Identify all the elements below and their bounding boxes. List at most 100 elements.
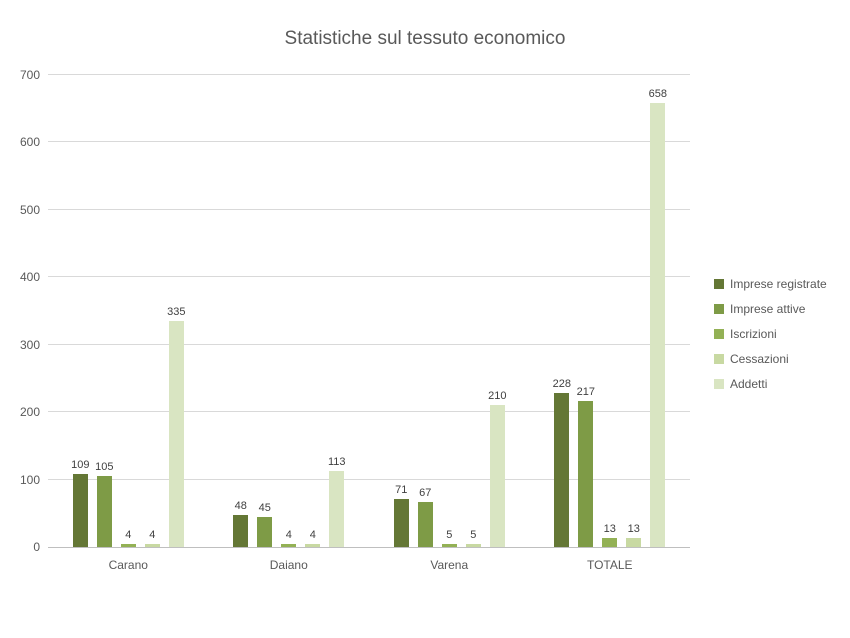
- bar-imprese-attive-varena: 67: [417, 75, 433, 547]
- gridline: [48, 276, 690, 278]
- bar-iscrizioni-daiano: 4: [281, 75, 297, 547]
- legend-item-cessazioni: Cessazioni: [714, 352, 827, 366]
- bar-value-label: 658: [648, 88, 667, 101]
- legend-item-imprese-registrate: Imprese registrate: [714, 277, 827, 291]
- bar: [96, 476, 112, 547]
- y-axis-tick-label: 600: [19, 135, 40, 150]
- legend-item-imprese-attive: Imprese attive: [714, 302, 827, 316]
- legend-swatch: [714, 279, 724, 289]
- bar: [329, 470, 345, 547]
- bar: [626, 538, 642, 547]
- bar: [72, 473, 88, 547]
- gridline: [48, 208, 690, 210]
- y-axis-tick-label: 0: [33, 540, 40, 554]
- bar-addetti-totale: 658: [648, 75, 667, 547]
- gridline: [48, 74, 690, 75]
- legend: Imprese registrate Imprese attive Iscrizio…: [714, 277, 827, 391]
- y-axis: 0 100 200 300 400 500 600 700: [0, 68, 40, 554]
- bar-addetti-carano: 335: [167, 75, 186, 547]
- chart-title: Statistiche sul tessuto economico: [284, 28, 566, 49]
- bar-imprese-attive-totale: 217: [576, 75, 595, 547]
- bar-imprese-attive-carano: 105: [95, 75, 114, 547]
- bar-value-label: 335: [167, 306, 186, 319]
- legend-swatch: [714, 379, 724, 389]
- bar-value-label: 217: [576, 385, 595, 398]
- bar: [281, 544, 297, 547]
- legend-item-addetti: Addetti: [714, 377, 827, 391]
- bar: [144, 544, 160, 547]
- bar-iscrizioni-varena: 5: [441, 75, 457, 547]
- y-axis-tick-label: 200: [19, 405, 40, 420]
- bar: [602, 538, 618, 547]
- bar-value-label: 71: [395, 484, 408, 497]
- bar-value-label: 13: [627, 523, 640, 536]
- x-axis-category-label: TOTALE: [586, 558, 633, 572]
- bar: [650, 103, 666, 547]
- bar-value-label: 5: [446, 528, 453, 541]
- bar: [393, 499, 409, 547]
- bar: [578, 400, 594, 547]
- bar-imprese-registrate-varena: 71: [393, 75, 409, 547]
- legend-label: Imprese attive: [730, 302, 806, 316]
- x-axis-category-label: Carano: [108, 558, 148, 572]
- legend-label: Cessazioni: [730, 352, 789, 366]
- y-axis-tick-label: 400: [19, 270, 40, 285]
- x-axis-category-label: Varena: [430, 558, 469, 572]
- bar-group-carano: 109 105 4 4 335: [48, 75, 209, 547]
- bar-imprese-registrate-totale: 228: [552, 75, 571, 547]
- bar-value-label: 48: [234, 499, 247, 512]
- bar-value-label: 4: [125, 529, 132, 542]
- bar-value-label: 67: [419, 486, 432, 499]
- bar-addetti-daiano: 113: [328, 75, 346, 547]
- bar: [168, 321, 184, 547]
- bar-iscrizioni-totale: 13: [602, 75, 618, 547]
- bar: [441, 543, 457, 547]
- gridline: [48, 411, 690, 413]
- gridline: [48, 478, 690, 480]
- bar: [257, 516, 273, 547]
- bar-groups: 109 105 4 4 335 48 45 4 4 113 71 67 5 5 210 228 217 13 13 6…: [48, 75, 690, 547]
- legend-label: Iscrizioni: [730, 327, 777, 341]
- bar-value-label: 5: [470, 528, 477, 541]
- bar-value-label: 4: [285, 529, 292, 542]
- legend-item-iscrizioni: Iscrizioni: [714, 327, 827, 341]
- bar-value-label: 13: [603, 523, 616, 536]
- bar: [233, 514, 249, 547]
- legend-label: Imprese registrate: [730, 277, 827, 291]
- bar-value-label: 45: [258, 501, 271, 514]
- x-axis-category-label: Daiano: [269, 558, 308, 572]
- y-axis-tick-label: 700: [19, 68, 40, 82]
- bar-value-label: 105: [95, 461, 114, 474]
- bar-value-label: 210: [488, 390, 507, 403]
- legend-swatch: [714, 329, 724, 339]
- bar: [305, 544, 321, 547]
- bar-value-label: 4: [149, 529, 156, 542]
- bar-value-label: 109: [71, 458, 90, 471]
- legend-swatch: [714, 304, 724, 314]
- y-axis-tick-label: 100: [19, 472, 40, 487]
- bar-value-label: 4: [309, 529, 316, 542]
- bar-value-label: 228: [552, 378, 571, 391]
- gridline: [48, 343, 690, 345]
- bar-addetti-varena: 210: [488, 75, 507, 547]
- bar: [489, 405, 505, 547]
- bar-cessazioni-varena: 5: [465, 75, 481, 547]
- y-axis-tick-label: 500: [19, 202, 40, 217]
- bar: [417, 501, 433, 547]
- bar-imprese-registrate-daiano: 48: [233, 75, 249, 547]
- x-axis: Carano Daiano Varena TOTALE: [48, 548, 690, 572]
- bar: [465, 543, 481, 547]
- bar-group-totale: 228 217 13 13 658: [530, 75, 691, 547]
- bar-imprese-registrate-carano: 109: [71, 75, 90, 547]
- plot-area: 109 105 4 4 335 48 45 4 4 113 71 67 5 5 210 228 217 13 13 6…: [48, 74, 690, 548]
- bar-imprese-attive-daiano: 45: [257, 75, 273, 547]
- bar-group-daiano: 48 45 4 4 113: [209, 75, 370, 547]
- bar-group-varena: 71 67 5 5 210: [369, 75, 530, 547]
- bar-cessazioni-totale: 13: [626, 75, 642, 547]
- legend-swatch: [714, 354, 724, 364]
- bar: [120, 544, 136, 547]
- gridline: [48, 141, 690, 143]
- y-axis-tick-label: 300: [19, 337, 40, 352]
- legend-label: Addetti: [730, 377, 768, 391]
- bar-cessazioni-daiano: 4: [305, 75, 321, 547]
